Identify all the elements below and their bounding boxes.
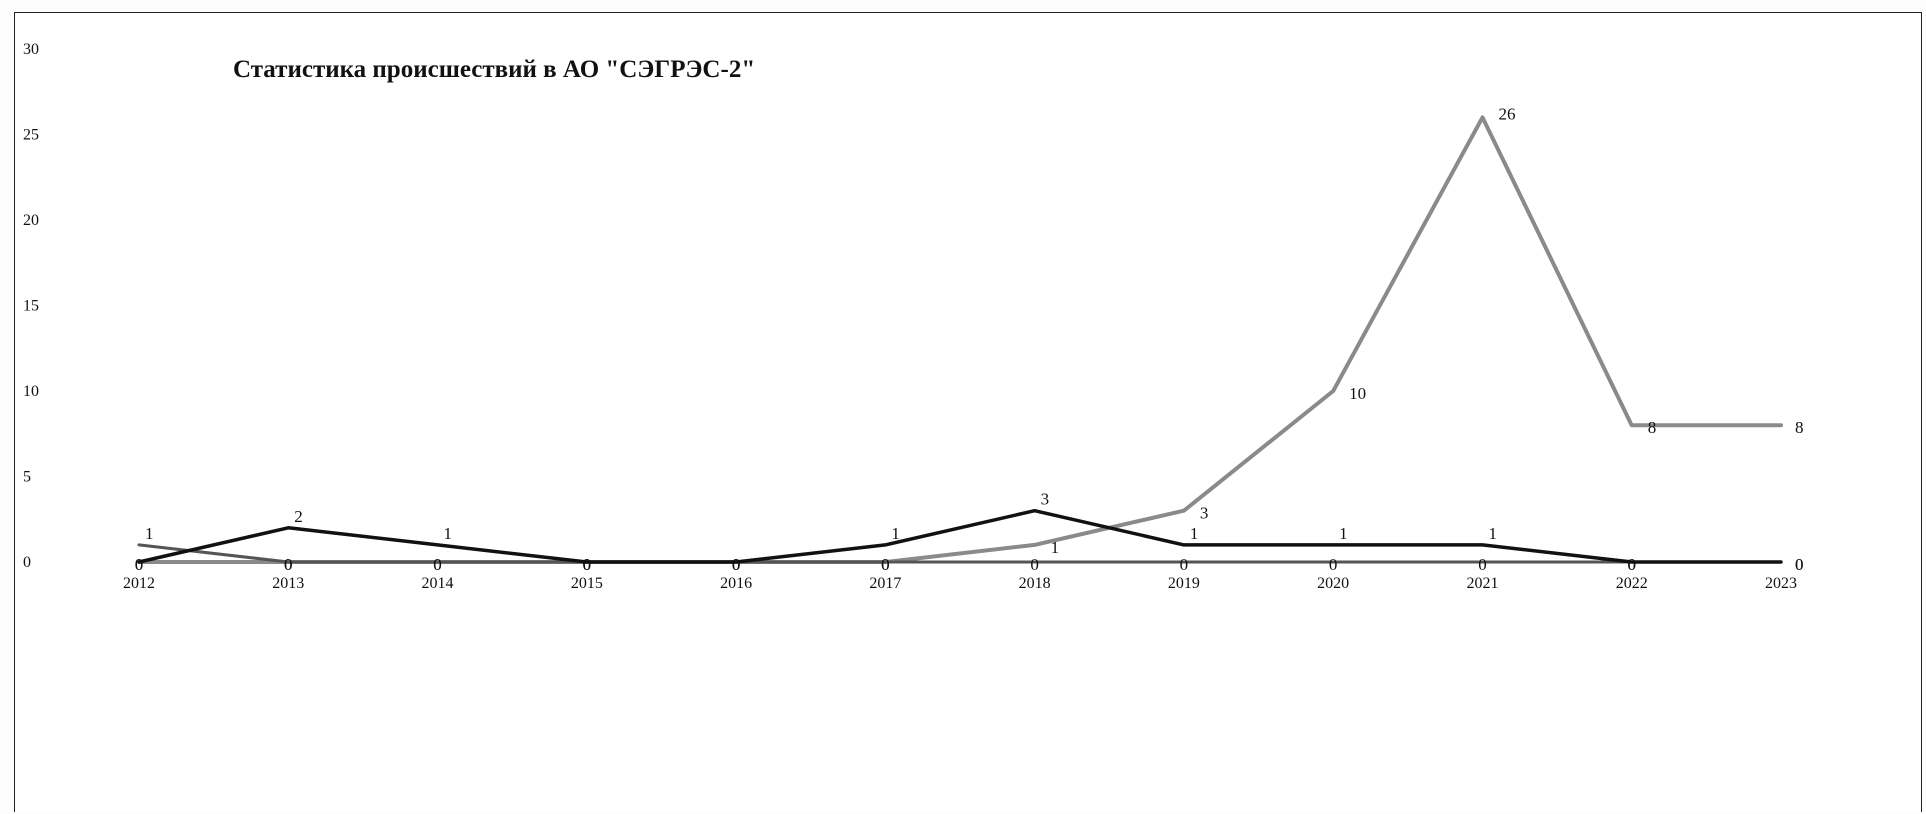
chart-frame: Статистика происшествий в АО "СЭГРЭС-2" … [14, 12, 1922, 812]
y-axis: 0 5 10 15 20 25 30 [23, 41, 39, 571]
data-label: 0 [1329, 555, 1338, 574]
data-label: 10 [1349, 384, 1366, 403]
data-label: 0 [1030, 555, 1039, 574]
x-tick-label: 2018 [1019, 575, 1051, 592]
y-tick-label: 5 [23, 469, 31, 486]
x-tick-label: 2014 [422, 575, 454, 592]
y-tick-label: 10 [23, 383, 39, 400]
data-label: 0 [433, 555, 442, 574]
data-label: 0 [1180, 555, 1189, 574]
data-label: 3 [1041, 490, 1050, 509]
data-label: 0 [433, 555, 442, 574]
data-label: 0 [284, 555, 293, 574]
data-label: 0 [135, 555, 144, 574]
y-tick-label: 25 [23, 127, 39, 144]
data-label: 26 [1498, 104, 1515, 123]
data-label: 0 [1795, 555, 1804, 574]
y-tick-label: 15 [23, 298, 39, 315]
data-label: 0 [1795, 555, 1804, 574]
y-tick-label: 30 [23, 41, 39, 58]
x-tick-label: 2012 [123, 575, 155, 592]
data-label: 0 [583, 555, 592, 574]
x-tick-label: 2022 [1616, 575, 1648, 592]
y-tick-label: 20 [23, 212, 39, 229]
chart-title: Статистика происшествий в АО "СЭГРЭС-2" [233, 56, 755, 83]
data-label: 3 [1200, 504, 1209, 523]
series-lines [137, 115, 1783, 564]
data-label: 0 [583, 555, 592, 574]
data-label: 0 [135, 555, 144, 574]
data-label: 1 [1190, 524, 1199, 543]
data-label: 1 [1339, 524, 1348, 543]
data-label: 1 [1051, 538, 1060, 557]
data-label: 0 [732, 555, 741, 574]
data-label: 0 [881, 555, 890, 574]
data-label: 0 [284, 555, 293, 574]
data-label: 8 [1795, 418, 1804, 437]
data-label: 0 [881, 555, 890, 574]
data-label: 0 [732, 555, 741, 574]
data-label: 8 [1648, 418, 1657, 437]
data-label: 1 [891, 524, 900, 543]
x-tick-label: 2023 [1765, 575, 1797, 592]
x-tick-label: 2020 [1317, 575, 1349, 592]
x-tick-label: 2021 [1466, 575, 1498, 592]
data-label: 0 [1478, 555, 1487, 574]
data-label: 2 [294, 507, 303, 526]
data-label: 1 [1488, 524, 1497, 543]
x-tick-label: 2019 [1168, 575, 1200, 592]
x-axis: 2012 2013 2014 2015 2016 2017 2018 2019 2020 2021… [123, 561, 1797, 592]
x-tick-label: 2013 [272, 575, 304, 592]
data-label: 0 [1627, 555, 1636, 574]
series-line-2 [137, 543, 1783, 564]
data-label: 1 [444, 524, 453, 543]
x-tick-label: 2016 [720, 575, 752, 592]
y-tick-label: 0 [23, 554, 31, 571]
data-label: 0 [1627, 555, 1636, 574]
series-line-3 [137, 508, 1783, 564]
incident-statistics-chart: Статистика происшествий в АО "СЭГРЭС-2" … [23, 41, 1804, 592]
series-line-1 [137, 115, 1783, 564]
x-tick-label: 2017 [869, 575, 901, 592]
data-label: 1 [145, 524, 154, 543]
data-label: 0 [732, 555, 741, 574]
x-tick-label: 2015 [571, 575, 603, 592]
data-label: 0 [583, 555, 592, 574]
